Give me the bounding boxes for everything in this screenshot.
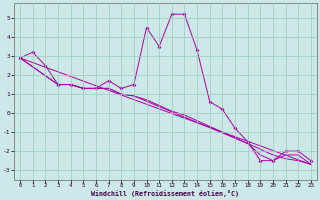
X-axis label: Windchill (Refroidissement éolien,°C): Windchill (Refroidissement éolien,°C) [92, 190, 239, 197]
